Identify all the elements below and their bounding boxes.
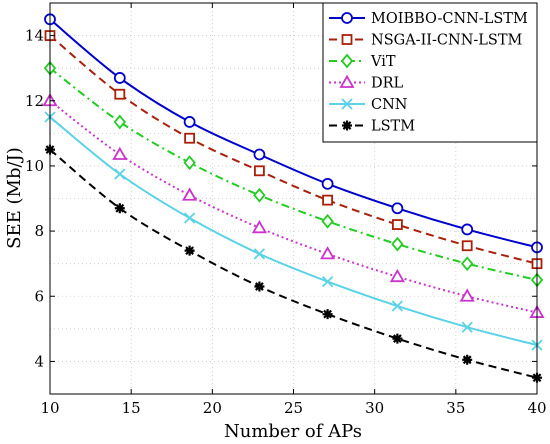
ticks: 10 15 20 25 30 35 40 4 6 8 10 12 14 [25, 3, 547, 417]
data-point-vit [391, 236, 404, 252]
series-vit [43, 60, 544, 288]
data-point-vit [253, 187, 266, 203]
x-tick-label: 30 [365, 399, 384, 417]
series-line-vit [49, 67, 538, 281]
data-point-nsga-ii-cnn-lstm [184, 132, 196, 144]
y-tick-label: 10 [25, 157, 44, 175]
data-point-drl [112, 146, 128, 160]
data-point-moibbo-cnn-lstm [253, 148, 266, 161]
data-point-vit [183, 155, 196, 171]
data-point-moibbo-cnn-lstm [461, 223, 474, 236]
legend: MOIBBO-CNN-LSTM NSGA-II-CNN-LSTM ViT DRL CNN… [322, 2, 538, 143]
data-point-cnn [391, 300, 404, 312]
x-tick-label: 10 [40, 399, 59, 417]
x-tick-label: 20 [203, 399, 222, 417]
data-point-lstm [392, 333, 403, 344]
series-cnn [44, 111, 543, 351]
x-tick-label: 25 [284, 399, 303, 417]
data-point-moibbo-cnn-lstm [183, 116, 196, 128]
data-point-drl [389, 268, 405, 283]
y-tick-label: 12 [25, 92, 44, 110]
legend-label-lstm: LSTM [371, 119, 415, 135]
data-point-nsga-ii-cnn-lstm [254, 165, 265, 177]
legend-label-cnn: CNN [371, 97, 408, 113]
legend-marker-moibbo-cnn-lstm [341, 12, 353, 24]
data-point-moibbo-cnn-lstm [321, 177, 334, 190]
y-tick-label: 4 [34, 352, 44, 370]
legend-marker-lstm [342, 120, 352, 131]
data-point-vit [113, 114, 126, 130]
data-point-vit [461, 256, 474, 272]
series-moibbo-cnn-lstm [44, 13, 543, 254]
data-point-moibbo-cnn-lstm [113, 72, 126, 84]
y-tick-label: 6 [34, 287, 44, 305]
legend-marker-drl [339, 74, 355, 88]
data-point-drl [251, 220, 267, 234]
data-point-lstm [322, 309, 333, 320]
y-tick-label: 8 [34, 222, 44, 240]
data-point-nsga-ii-cnn-lstm [114, 88, 126, 100]
x-tick-label: 35 [446, 399, 465, 417]
data-point-nsga-ii-cnn-lstm [322, 194, 333, 206]
data-point-vit [321, 213, 334, 229]
data-point-lstm [462, 354, 473, 365]
legend-label-vit: ViT [370, 54, 396, 70]
data-point-nsga-ii-cnn-lstm [391, 219, 403, 230]
legend-marker-vit [340, 53, 354, 69]
data-point-lstm [254, 281, 265, 292]
legend-label-moibbo-cnn-lstm: MOIBBO-CNN-LSTM [371, 11, 528, 27]
y-axis-label: SEE (Mb/J) [4, 147, 25, 249]
data-point-moibbo-cnn-lstm [391, 202, 404, 215]
data-point-drl [320, 246, 336, 260]
data-point-drl [459, 288, 475, 302]
data-point-cnn [114, 168, 126, 180]
data-point-lstm [184, 245, 195, 256]
x-tick-label: 15 [122, 399, 141, 417]
data-point-cnn [253, 248, 266, 260]
data-point-cnn [183, 212, 196, 224]
data-point-cnn [461, 321, 473, 333]
legend-marker-cnn [341, 98, 353, 110]
y-tick-label: 14 [25, 27, 44, 45]
data-point-lstm [114, 203, 125, 214]
x-tick-label: 40 [527, 399, 546, 417]
data-point-nsga-ii-cnn-lstm [461, 240, 473, 252]
data-point-drl [182, 187, 198, 201]
x-axis-label: Number of APs [224, 421, 362, 442]
legend-label-nsga-ii-cnn-lstm: NSGA-II-CNN-LSTM [371, 33, 523, 49]
legend-label-drl: DRL [371, 76, 404, 92]
legend-marker-nsga-ii-cnn-lstm [341, 34, 353, 45]
series-line-drl [49, 99, 538, 314]
legend-box [322, 2, 538, 143]
data-point-cnn [321, 275, 334, 288]
